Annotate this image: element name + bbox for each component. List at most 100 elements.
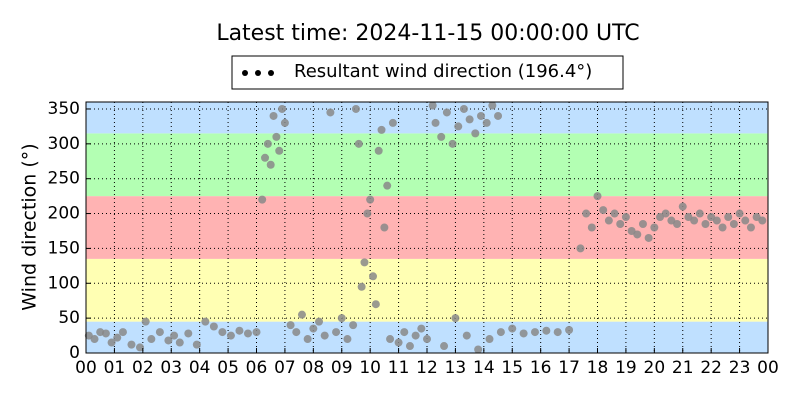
legend-marker: [255, 70, 261, 76]
point: [400, 328, 409, 337]
point: [451, 314, 460, 323]
point: [380, 223, 389, 232]
point: [226, 331, 235, 340]
point: [519, 329, 528, 338]
point: [482, 118, 491, 127]
x-tick-label: 13: [445, 358, 467, 378]
point: [309, 324, 318, 333]
x-tick-label: 23: [729, 358, 751, 378]
x-tick-label: 10: [359, 358, 381, 378]
x-tick-label: 09: [331, 358, 353, 378]
point: [644, 233, 653, 242]
point: [303, 335, 312, 344]
point: [437, 132, 446, 141]
x-tick-label: 22: [700, 358, 722, 378]
point: [252, 328, 261, 337]
x-tick-label: 02: [132, 358, 154, 378]
point: [201, 317, 210, 326]
point: [374, 146, 383, 155]
point: [638, 220, 647, 229]
point: [485, 335, 494, 344]
point: [621, 213, 630, 222]
y-tick-label: 100: [48, 273, 80, 293]
point: [343, 335, 352, 344]
point: [610, 209, 619, 218]
point: [678, 202, 687, 211]
point: [661, 209, 670, 218]
point: [565, 325, 574, 334]
point: [494, 111, 503, 120]
point: [440, 342, 449, 351]
point: [530, 328, 539, 337]
x-tick-label: 18: [587, 358, 609, 378]
x-tick-label: 01: [104, 358, 126, 378]
plot-area: [84, 101, 769, 354]
point: [286, 321, 295, 330]
x-tick-label: 05: [217, 358, 239, 378]
point: [383, 181, 392, 190]
x-tick-label: 03: [160, 358, 182, 378]
point: [101, 329, 110, 338]
point: [147, 335, 156, 344]
x-tick-label: 12: [416, 358, 438, 378]
point: [465, 115, 474, 124]
x-tick-label: 04: [189, 358, 211, 378]
point: [471, 129, 480, 138]
point: [542, 326, 551, 335]
point: [553, 328, 562, 337]
point: [332, 328, 341, 337]
point: [127, 340, 136, 349]
point: [411, 331, 420, 340]
point: [377, 125, 386, 134]
point: [354, 139, 363, 148]
point: [496, 328, 505, 337]
point: [209, 322, 218, 331]
point: [243, 329, 252, 338]
point: [474, 345, 483, 354]
point: [508, 324, 517, 333]
point: [650, 223, 659, 232]
point: [462, 331, 471, 340]
point: [735, 209, 744, 218]
point: [275, 146, 284, 155]
x-tick-label: 17: [558, 358, 580, 378]
point: [388, 118, 397, 127]
x-tick-label: 00: [757, 358, 779, 378]
y-tick-label: 250: [48, 169, 80, 189]
point: [258, 195, 267, 204]
point: [454, 122, 463, 131]
point: [701, 220, 710, 229]
point: [448, 139, 457, 148]
legend-marker: [242, 70, 248, 76]
point: [266, 160, 275, 169]
point: [371, 300, 380, 309]
x-tick-label: 15: [501, 358, 523, 378]
point: [718, 223, 727, 232]
point: [184, 329, 193, 338]
point: [113, 333, 122, 342]
x-tick-label: 11: [388, 358, 410, 378]
point: [175, 338, 184, 347]
point: [351, 104, 360, 113]
legend-label: Resultant wind direction (196.4°): [294, 61, 592, 82]
point: [107, 338, 116, 347]
point: [269, 111, 278, 120]
y-tick-label: 150: [48, 238, 80, 258]
point: [746, 223, 755, 232]
point: [337, 314, 346, 323]
point: [724, 213, 733, 222]
point: [369, 272, 378, 281]
point: [272, 132, 281, 141]
point: [576, 244, 585, 253]
point: [386, 335, 395, 344]
point: [417, 324, 426, 333]
x-tick-label: 20: [644, 358, 666, 378]
point: [192, 340, 201, 349]
point: [360, 258, 369, 267]
point: [326, 108, 335, 117]
y-tick-label: 300: [48, 134, 80, 154]
point: [582, 209, 591, 218]
point: [90, 335, 99, 344]
point: [235, 326, 244, 335]
